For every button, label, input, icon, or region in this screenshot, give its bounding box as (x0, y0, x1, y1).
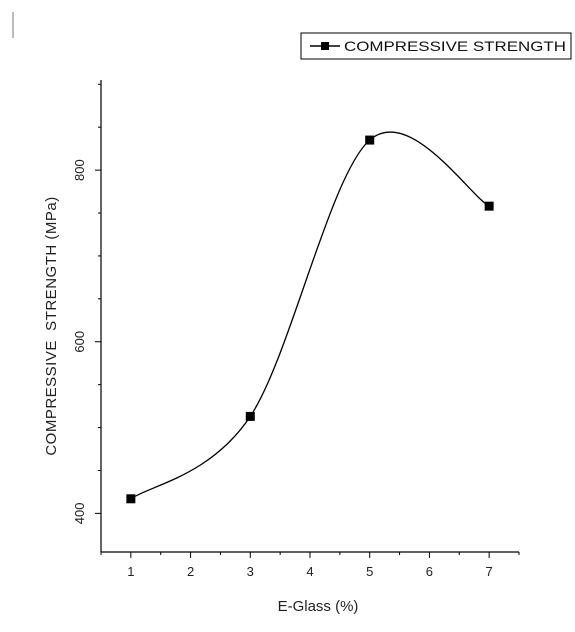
y-tick-label: 600 (72, 331, 87, 353)
y-axis-title: COMPRESSIVE STRENGTH (MPa) (43, 196, 60, 455)
data-point-marker (126, 494, 136, 504)
series-layer (126, 131, 494, 504)
legend: COMPRESSIVE STRENGTH (300, 32, 572, 60)
data-point-marker (365, 135, 375, 145)
data-point-marker (245, 411, 255, 421)
x-tick-label: 3 (247, 564, 254, 579)
x-tick-label: 2 (187, 564, 194, 579)
x-axis-title: E-Glass (%) (278, 598, 359, 615)
x-tick-label: 1 (127, 564, 134, 579)
legend-label: COMPRESSIVE STRENGTH (344, 38, 566, 54)
x-tick-label: 7 (486, 564, 493, 579)
x-tick-label: 6 (426, 564, 433, 579)
x-axis-ticks: 1 2 3 4 5 6 7 (100, 552, 520, 579)
y-tick-label: 400 (72, 503, 87, 525)
axes (100, 80, 519, 553)
x-tick-label: 5 (366, 564, 373, 579)
legend-marker-square (321, 42, 329, 50)
y-axis-ticks: 400 600 800 (72, 83, 101, 525)
series-line (130, 131, 490, 500)
legend-box (300, 32, 572, 60)
x-tick-label: 4 (306, 564, 313, 579)
data-point-marker (484, 201, 494, 211)
y-tick-label: 800 (72, 159, 87, 181)
